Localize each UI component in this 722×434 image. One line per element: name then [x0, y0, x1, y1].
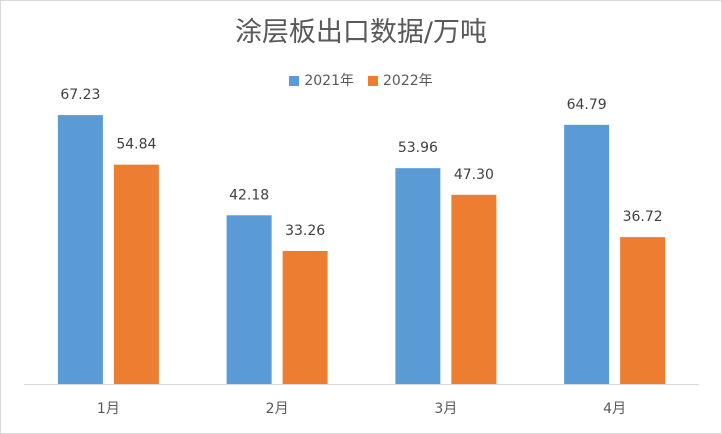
bar-2022-4: [620, 237, 666, 384]
bar-label-2021-2: 42.18: [229, 187, 269, 203]
legend: 2021年 2022年: [1, 72, 721, 90]
bar-2021-4: [564, 124, 610, 384]
bar-label-2022-1: 54.84: [116, 137, 156, 153]
legend-label-2021: 2021年: [304, 73, 354, 89]
x-tick-label-3: 3月: [434, 401, 457, 417]
bar-label-2022-4: 36.72: [623, 209, 663, 225]
bar-2022-3: [451, 194, 497, 384]
bar-label-2021-4: 64.79: [567, 97, 607, 113]
bar-label-2022-2: 33.26: [285, 223, 325, 239]
chart-title: 涂层板出口数据/万吨: [234, 17, 488, 48]
bar-label-2021-3: 53.96: [398, 140, 438, 156]
x-tick-label-1: 1月: [97, 401, 120, 417]
legend-item-2022: 2022年: [368, 72, 433, 90]
bar-2021-3: [395, 168, 441, 384]
bar-label-2022-3: 47.30: [454, 167, 494, 183]
bar-2021-2: [226, 215, 272, 384]
x-tick-label-2: 2月: [266, 401, 289, 417]
bar-2022-1: [113, 164, 159, 384]
legend-item-2021: 2021年: [289, 72, 354, 90]
legend-label-2022: 2022年: [383, 73, 433, 89]
bar-2022-2: [282, 250, 328, 384]
bar-label-2021-1: 67.23: [60, 87, 100, 103]
bar-2021-1: [57, 115, 103, 384]
legend-swatch-2021: [289, 76, 300, 86]
legend-swatch-2022: [368, 76, 378, 86]
x-tick-label-4: 4月: [603, 401, 626, 417]
